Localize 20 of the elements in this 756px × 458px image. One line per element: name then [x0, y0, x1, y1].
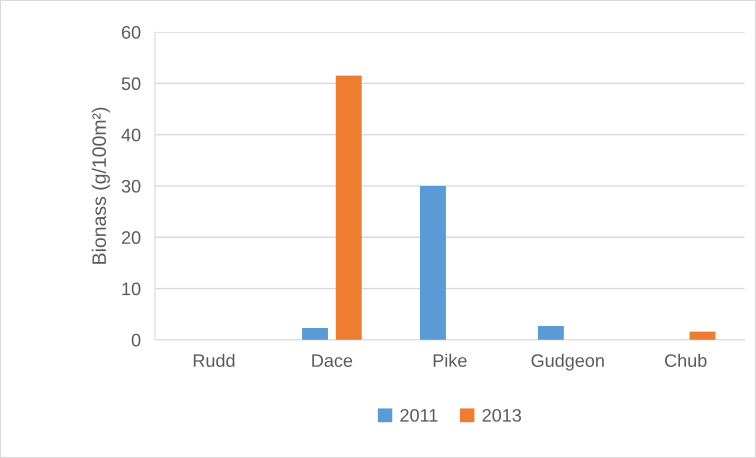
y-tick-label: 0 — [132, 334, 140, 347]
legend-label: 2013 — [482, 408, 522, 422]
x-tick-label: Gudgeon — [532, 354, 604, 371]
y-tick-label: 10 — [122, 282, 140, 296]
bar — [690, 332, 716, 340]
legend-label: 2011 — [400, 408, 438, 422]
y-tick-label: 60 — [122, 26, 140, 39]
x-tick-label: Dace — [312, 354, 352, 367]
y-tick-label: 50 — [122, 77, 140, 90]
bar — [302, 328, 328, 340]
x-tick-label: Chub — [665, 354, 707, 367]
x-tick-label: Rudd — [194, 354, 234, 367]
bar — [336, 76, 362, 340]
y-tick-label: 40 — [121, 128, 140, 142]
y-tick-label: 20 — [122, 231, 140, 244]
x-tick-label: Pike — [434, 354, 467, 367]
bar — [420, 186, 446, 340]
bar — [538, 326, 564, 340]
y-tick-label: 30 — [122, 180, 140, 193]
y-axis-title: Bionass (g/100m²) — [92, 108, 110, 264]
